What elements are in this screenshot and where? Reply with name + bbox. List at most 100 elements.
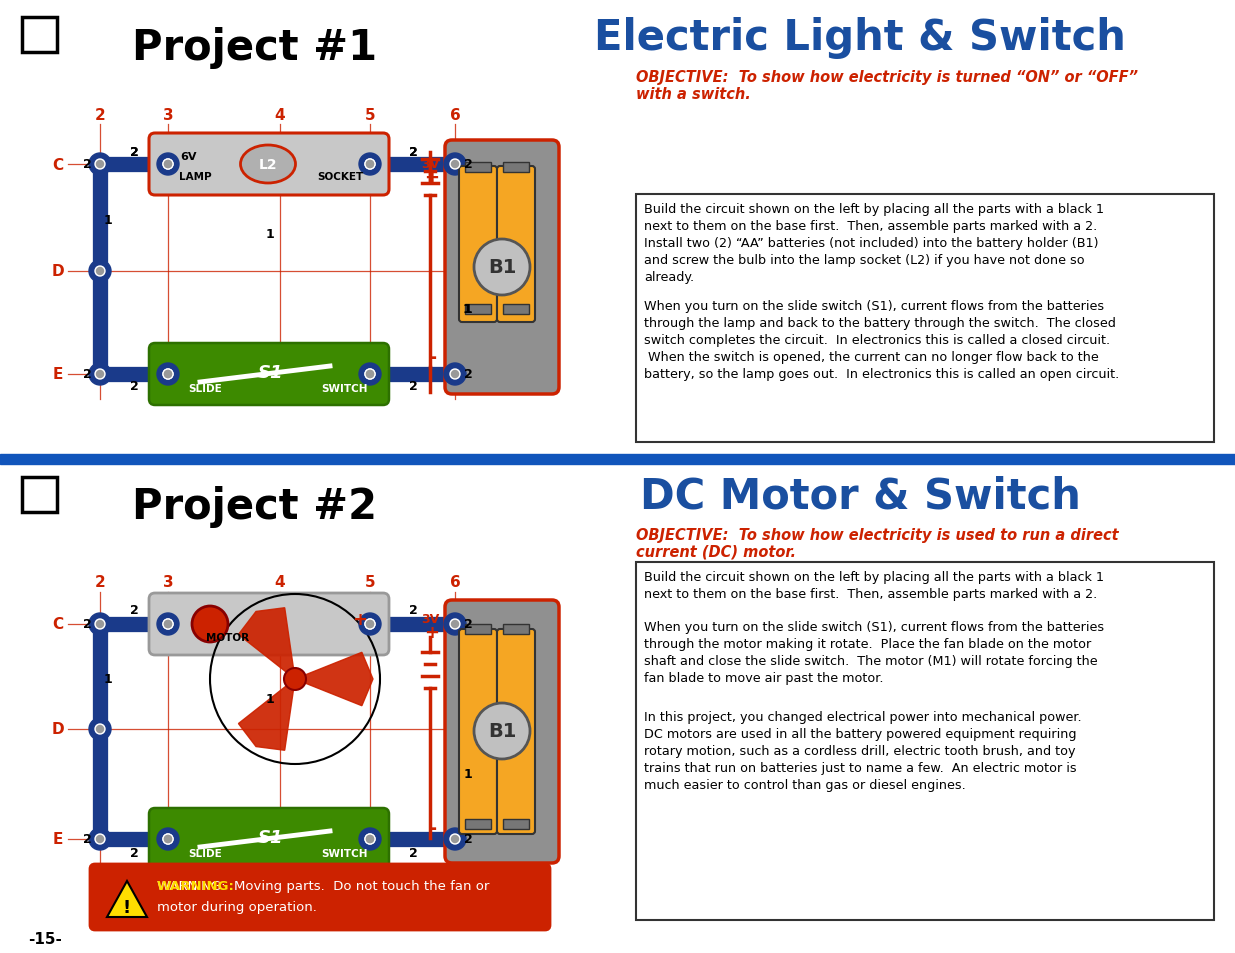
Text: 6V: 6V [180,152,196,162]
Circle shape [450,834,459,844]
Text: +: + [425,169,440,187]
Text: 3: 3 [163,575,173,590]
Circle shape [367,836,373,842]
Circle shape [163,619,173,629]
Circle shape [452,620,458,628]
Circle shape [359,614,382,636]
Circle shape [163,619,173,629]
Circle shape [367,371,373,378]
Circle shape [96,268,104,275]
Circle shape [157,614,179,636]
Text: 2: 2 [130,846,138,860]
FancyBboxPatch shape [149,344,389,406]
Bar [466,163,492,172]
Circle shape [164,371,172,378]
Text: motor during operation.: motor during operation. [157,900,317,913]
Circle shape [359,828,382,850]
Circle shape [96,726,104,733]
Text: MOTOR: MOTOR [206,633,249,642]
Text: D: D [52,721,64,737]
Circle shape [452,161,458,169]
Text: !: ! [124,898,131,916]
Circle shape [89,261,111,283]
Bar [503,624,529,635]
Bar [466,305,492,314]
Text: C: C [52,157,63,172]
Circle shape [474,703,530,760]
Text: E: E [53,367,63,382]
Circle shape [367,836,373,842]
Bar [466,820,492,829]
Circle shape [95,160,105,170]
Text: 6: 6 [450,575,461,590]
Circle shape [284,668,306,690]
Bar [636,194,1214,442]
Polygon shape [238,679,295,750]
Circle shape [359,364,382,386]
Circle shape [366,619,375,629]
Text: 2: 2 [83,618,91,631]
Circle shape [157,153,179,175]
Circle shape [191,606,228,642]
Polygon shape [295,653,373,706]
Text: 3: 3 [163,108,173,122]
Circle shape [164,620,172,628]
Circle shape [450,370,459,379]
Text: 3V: 3V [421,158,440,171]
Circle shape [157,153,179,175]
Circle shape [164,161,172,169]
Circle shape [367,620,373,628]
Circle shape [89,614,111,636]
Text: B1: B1 [488,721,516,740]
Bar [503,163,529,172]
Circle shape [359,364,382,386]
Text: When you turn on the slide switch (S1), current flows from the batteries
through: When you turn on the slide switch (S1), … [643,620,1104,684]
Text: 2: 2 [95,108,105,122]
Circle shape [96,836,104,842]
Circle shape [474,240,530,295]
Text: -: - [427,348,437,368]
Text: Project #2: Project #2 [132,485,378,527]
Text: 1: 1 [104,673,112,686]
Text: LAMP: LAMP [179,172,211,182]
Bar [466,624,492,635]
Bar [22,18,57,53]
Circle shape [157,364,179,386]
Circle shape [163,160,173,170]
Circle shape [164,161,172,169]
Bar [503,305,529,314]
Circle shape [157,614,179,636]
Circle shape [452,836,458,842]
Text: OBJECTIVE:  To show how electricity is turned “ON” or “OFF”: OBJECTIVE: To show how electricity is tu… [636,70,1137,85]
Circle shape [450,160,459,170]
Text: In this project, you changed electrical power into mechanical power.
DC motors a: In this project, you changed electrical … [643,710,1082,791]
Text: 6: 6 [450,108,461,122]
Text: 2: 2 [95,575,105,590]
FancyBboxPatch shape [445,141,559,395]
Text: S1: S1 [257,828,283,846]
FancyBboxPatch shape [496,167,535,323]
Circle shape [163,834,173,844]
Text: 2: 2 [130,147,138,159]
Circle shape [164,371,172,378]
Text: SLIDE: SLIDE [188,384,222,394]
Circle shape [367,161,373,169]
Circle shape [445,364,466,386]
Text: 2: 2 [409,846,417,860]
FancyBboxPatch shape [459,167,496,323]
Circle shape [359,153,382,175]
Text: When you turn on the slide switch (S1), current flows from the batteries
through: When you turn on the slide switch (S1), … [643,299,1119,380]
Text: SOCKET: SOCKET [317,172,363,182]
Text: C: C [52,617,63,632]
Circle shape [367,371,373,378]
Text: WARNING:: WARNING: [157,879,235,892]
Text: 1: 1 [463,768,472,781]
Circle shape [157,828,179,850]
Text: -15-: -15- [28,931,62,946]
Text: 2: 2 [463,158,472,172]
Text: 2: 2 [409,146,417,158]
Circle shape [445,153,466,175]
Circle shape [89,828,111,850]
Bar [0,455,1235,464]
Polygon shape [107,882,147,917]
